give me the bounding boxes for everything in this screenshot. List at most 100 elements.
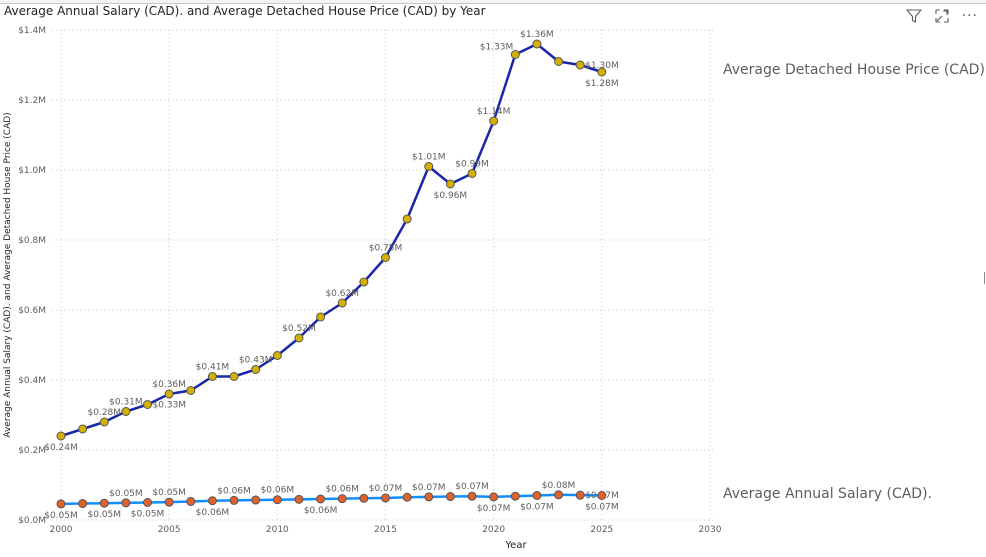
legend-salary: Average Annual Salary (CAD). — [723, 486, 932, 502]
data-point — [337, 298, 347, 308]
data-point — [489, 116, 499, 126]
data-point — [99, 498, 109, 508]
data-label: $1.28M — [585, 79, 619, 89]
data-point — [56, 431, 66, 441]
data-point — [294, 494, 304, 504]
data-label: $0.05M — [88, 510, 122, 520]
data-point — [510, 50, 520, 59]
data-point — [294, 333, 304, 343]
data-point — [510, 491, 520, 501]
data-label: $0.07M — [455, 482, 489, 492]
data-point — [78, 424, 88, 434]
data-label: $0.62M — [325, 289, 359, 299]
more-options-icon[interactable]: ··· — [961, 8, 978, 24]
data-point — [381, 253, 390, 262]
data-point — [467, 169, 477, 178]
data-label: $0.08M — [542, 481, 576, 491]
y-tick-label: $0.6M — [18, 306, 46, 316]
data-label: $1.14M — [477, 107, 511, 117]
data-point — [554, 57, 564, 66]
data-point — [121, 498, 131, 508]
data-point — [164, 497, 174, 507]
data-point — [207, 372, 217, 381]
data-point — [251, 495, 261, 505]
data-point — [207, 496, 217, 506]
data-point — [229, 495, 239, 505]
data-point — [316, 494, 326, 504]
x-tick-label: 2010 — [266, 525, 289, 535]
x-tick-label: 2015 — [374, 525, 397, 535]
data-label: $1.30M — [585, 61, 619, 71]
data-point — [78, 499, 88, 509]
data-point — [445, 179, 455, 189]
data-point — [402, 214, 412, 224]
data-label: $0.05M — [44, 511, 78, 521]
data-point — [445, 492, 455, 502]
y-axis-title: Average Annual Salary (CAD). and Average… — [3, 112, 13, 437]
y-tick-label: $0.8M — [18, 236, 46, 246]
data-point — [597, 491, 607, 500]
data-label: $0.99M — [455, 160, 489, 170]
data-label: $0.06M — [304, 506, 338, 516]
filter-icon[interactable] — [905, 8, 922, 28]
data-label: $1.36M — [520, 30, 554, 40]
data-label: $0.28M — [88, 408, 122, 418]
data-point — [467, 491, 477, 501]
data-label: $0.07M — [520, 503, 554, 513]
data-point — [381, 493, 390, 503]
data-point — [272, 351, 282, 360]
data-point — [99, 417, 109, 427]
data-point — [143, 498, 153, 507]
x-axis-title: Year — [504, 540, 527, 551]
data-point — [424, 492, 434, 502]
data-label: $0.36M — [152, 380, 186, 390]
data-label: $1.33M — [480, 43, 514, 53]
ribbon-edge — [0, 0, 986, 4]
data-label: $0.52M — [282, 324, 316, 334]
visual-header-icons: ··· — [905, 8, 978, 28]
data-label: $0.06M — [261, 486, 295, 496]
data-point — [402, 492, 412, 502]
data-point — [575, 490, 585, 500]
data-point — [143, 400, 153, 409]
data-label: $0.06M — [217, 486, 251, 496]
y-tick-label: $0.2M — [18, 446, 46, 456]
data-label: $0.06M — [325, 485, 359, 495]
data-label: $0.96M — [434, 191, 468, 201]
focus-mode-icon[interactable] — [934, 8, 950, 28]
data-label: $0.75M — [369, 244, 403, 254]
data-label: $0.24M — [44, 443, 78, 453]
y-tick-label: $0.0M — [18, 516, 46, 526]
data-label: $0.05M — [131, 510, 165, 520]
data-label: $0.43M — [239, 356, 273, 366]
data-label: $0.07M — [477, 504, 511, 514]
x-tick-label: 2000 — [50, 525, 73, 535]
data-point — [337, 494, 347, 504]
data-label: $0.07M — [412, 483, 446, 493]
resize-handle[interactable] — [984, 272, 985, 284]
data-point — [272, 495, 282, 505]
data-label: $0.05M — [152, 488, 186, 498]
data-label: $1.01M — [412, 153, 446, 163]
data-point — [424, 162, 434, 171]
data-point — [554, 490, 564, 500]
data-point — [229, 372, 239, 381]
x-tick-label: 2020 — [482, 525, 505, 535]
data-point — [186, 496, 196, 506]
data-label: $0.41M — [196, 363, 230, 373]
data-label: $0.06M — [196, 508, 230, 518]
data-point — [597, 67, 607, 77]
data-point — [251, 365, 261, 374]
y-tick-label: $0.4M — [18, 376, 46, 386]
data-point — [121, 407, 131, 416]
data-point — [186, 386, 196, 395]
data-point — [532, 491, 542, 500]
data-label: $0.05M — [109, 489, 143, 499]
data-label: $0.07M — [369, 484, 403, 494]
data-point — [164, 389, 174, 399]
data-point — [316, 312, 326, 322]
legend-house-price: Average Detached House Price (CAD) — [723, 62, 985, 78]
data-label: $0.31M — [109, 398, 143, 408]
data-point — [359, 493, 369, 503]
